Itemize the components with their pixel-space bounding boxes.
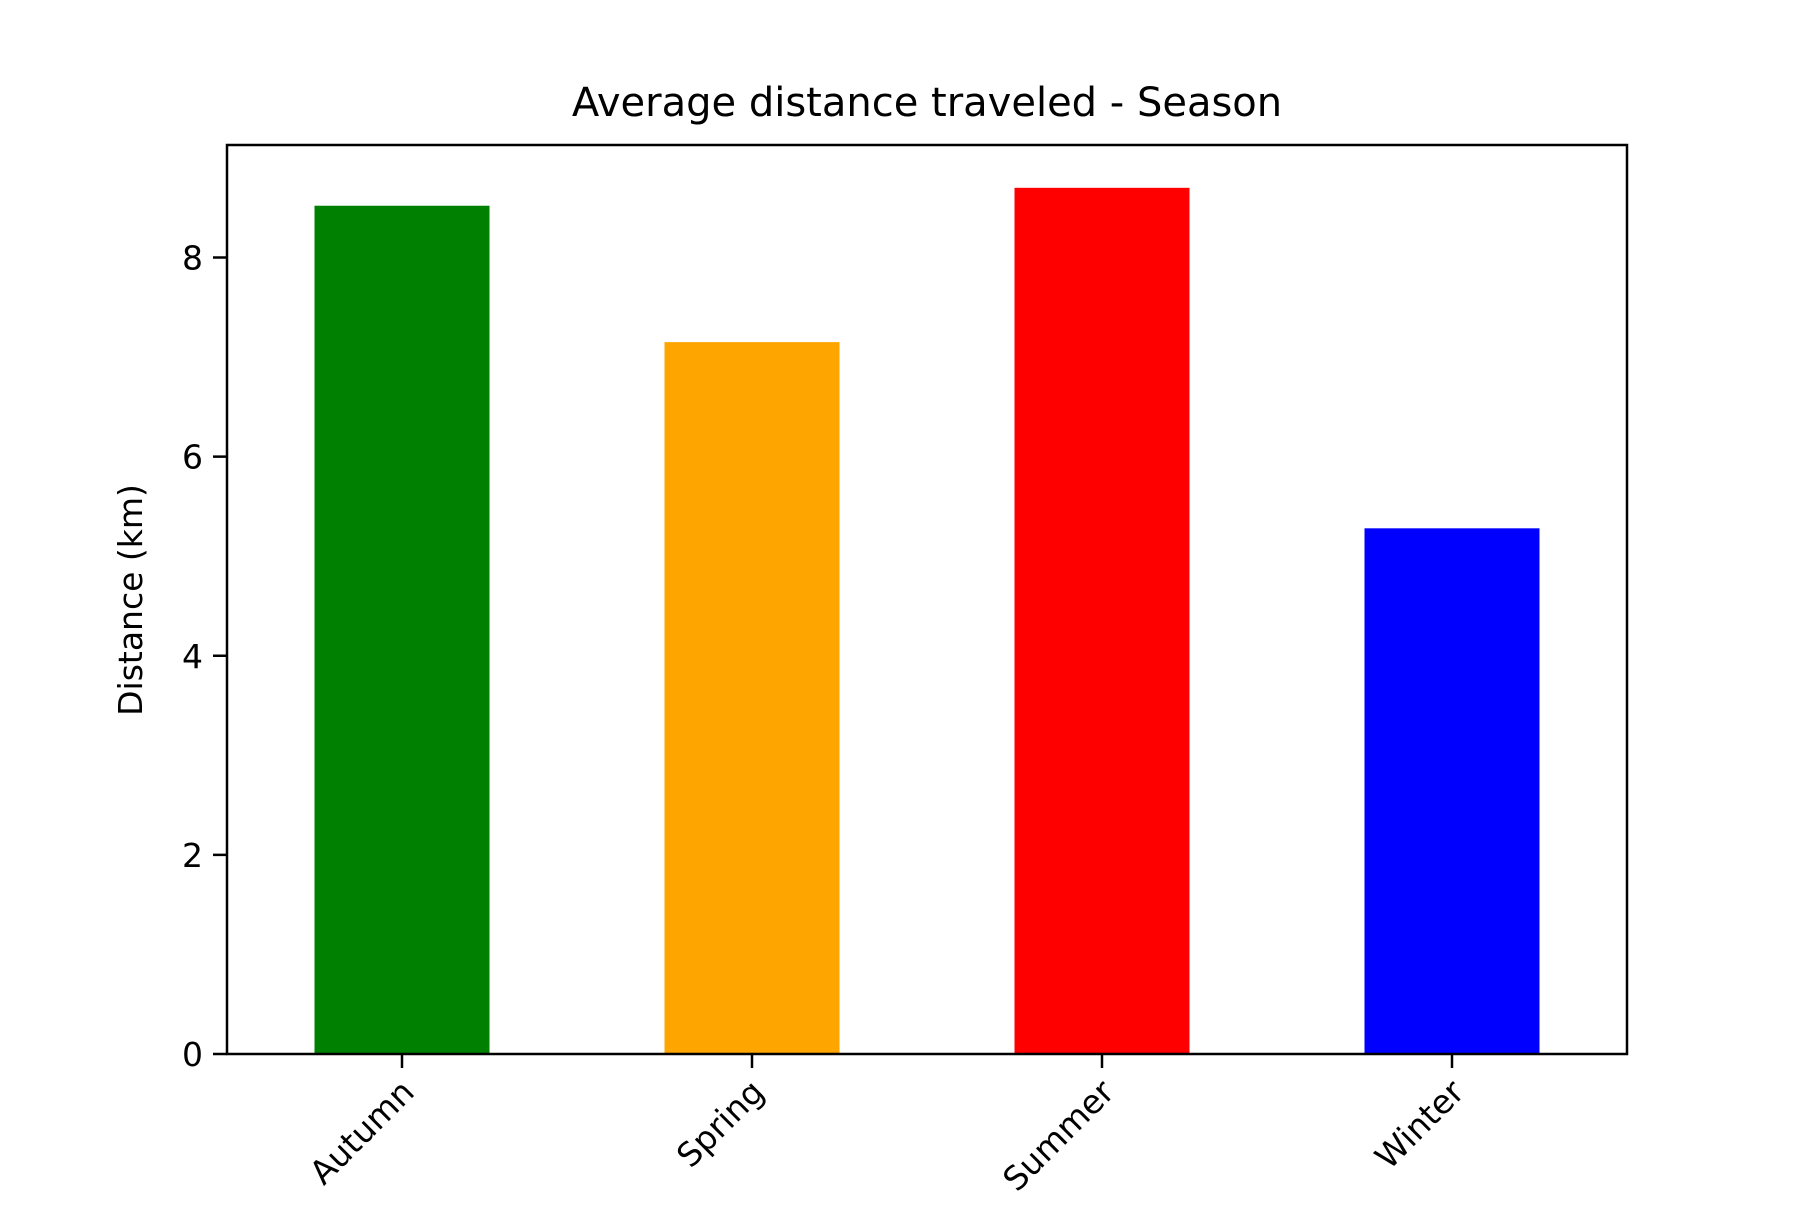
bars-layer (314, 187, 1540, 1055)
bar-autumn (314, 205, 490, 1055)
x-tick-label: Autumn (302, 1072, 422, 1192)
x-tick-label: Winter (1367, 1072, 1472, 1177)
x-tick-label: Summer (995, 1072, 1122, 1199)
y-tick-label: 4 (182, 637, 203, 676)
bar-summer (1014, 187, 1190, 1054)
y-tick-label: 2 (182, 836, 203, 875)
x-axis: Autumn Spring Summer Winter (302, 1054, 1472, 1199)
y-tick-label: 8 (182, 239, 203, 278)
plot-frame (225, 143, 1629, 1056)
bar-winter (1364, 528, 1540, 1054)
y-tick-label: 0 (182, 1035, 203, 1074)
y-tick-label: 6 (182, 438, 203, 477)
x-tick-label: Spring (669, 1072, 772, 1175)
y-axis-label: Distance (km) (111, 484, 150, 716)
chart-title: Average distance traveled - Season (572, 80, 1282, 126)
bar-spring (664, 342, 840, 1054)
y-axis: 0 2 4 6 8 (182, 239, 227, 1074)
